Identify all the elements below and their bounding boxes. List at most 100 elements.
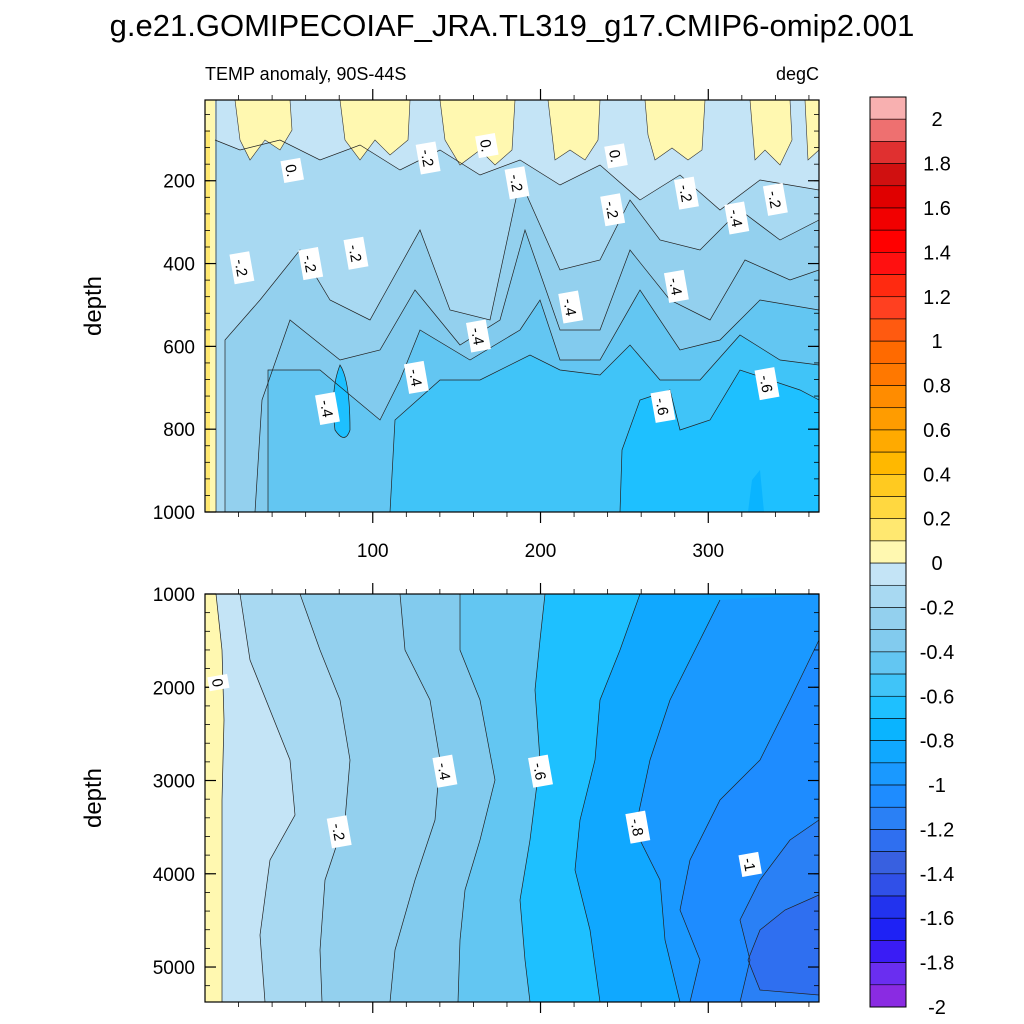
lower-contour-line [747, 894, 819, 996]
contour-label-text: 0 [208, 677, 226, 688]
contour-label: -.2 [415, 141, 441, 175]
lower-contour-lines [215, 594, 819, 1002]
contour-label-box [229, 251, 255, 285]
contour-label-box [403, 360, 429, 394]
colorbar-swatch [869, 363, 907, 386]
lower-contour-line [299, 594, 351, 1002]
lower-ytick-label: 5000 [153, 958, 195, 979]
contour-label-text: -.2 [601, 200, 621, 220]
contour-label-text: -.6 [756, 374, 776, 394]
colorbar-swatch [869, 718, 907, 741]
upper-xtick-label: 100 [357, 541, 389, 562]
contour-label: -.2 [674, 176, 699, 210]
lower-plot-area [205, 594, 819, 1002]
contour-label-text: -.2 [675, 183, 695, 203]
contour-label-text: -1 [739, 857, 758, 873]
lower-contour-line [634, 599, 721, 1002]
colorbar-tick-label: 1 [931, 331, 942, 353]
contour-label-box [762, 182, 788, 216]
contour-label-box [326, 815, 352, 849]
lower-contour-line [239, 594, 296, 1002]
contour-label: -.4 [558, 290, 584, 324]
contour-label-text: -.2 [299, 254, 319, 274]
colorbar-tick-label: -1.2 [920, 819, 954, 841]
contour-label: 0 [207, 673, 230, 692]
colorbar-tick-label: 1.6 [923, 198, 951, 220]
colorbar-tick-label: -0.6 [920, 686, 954, 708]
upper-ytick-label: 800 [163, 420, 195, 441]
contour-label-box [528, 754, 553, 788]
upper-contour-line [389, 334, 819, 512]
lower-ytick-label: 4000 [153, 865, 195, 886]
contour-label-text: -.4 [725, 208, 745, 228]
lower-panel: 1000 2000 3000 4000 5000 0 -.2 -.4 -.6 -.8 -1 [153, 583, 820, 1013]
contour-label-box [280, 157, 304, 183]
contour-label-text: 0. [605, 149, 624, 164]
contour-label: -.6 [754, 367, 780, 401]
lower-frame [204, 593, 820, 1003]
upper-contour-lines [214, 100, 819, 512]
colorbar-tick-label: 0.8 [923, 376, 951, 398]
upper-subtitle-right: degC [776, 64, 819, 84]
warm-patch-e [644, 100, 706, 161]
colorbar-swatch [869, 252, 907, 275]
warm-patch-g [804, 100, 819, 161]
colorbar-tick-label: -0.4 [920, 642, 954, 664]
contour-label: -.8 [625, 810, 651, 844]
contour-label-text: -.4 [665, 276, 685, 296]
contour-label-box [674, 176, 699, 210]
colorbar-swatch [869, 207, 907, 231]
contour-label-text: -.6 [529, 761, 549, 781]
warm-patch-f [749, 100, 793, 166]
colorbar-swatch [869, 784, 907, 808]
contour-label: 0. [280, 157, 304, 183]
colorbar-swatch [869, 629, 907, 653]
contour-label-text: -.6 [652, 397, 672, 417]
upper-xtick-label: 200 [525, 541, 557, 562]
colorbar-tick-label: -1 [928, 775, 946, 797]
colorbar-swatch [869, 740, 907, 764]
colorbar-tick-label: 0.6 [923, 420, 951, 442]
colorbar-swatch [869, 917, 907, 941]
contour-label-text: -.4 [467, 326, 487, 346]
contour-label-box [207, 673, 230, 692]
contour-label-box [558, 290, 584, 324]
lower-band-10 [748, 895, 819, 995]
upper-contour-line [267, 289, 819, 512]
colorbar-swatch [869, 562, 907, 586]
colorbar-swatch [869, 695, 907, 719]
upper-ylabel: depth [80, 276, 107, 336]
contour-label-box [343, 236, 369, 270]
upper-axes: 200 400 600 800 1000 100 200 300 [153, 89, 819, 562]
contour-label-box [738, 851, 762, 878]
contour-label: -.4 [432, 754, 458, 788]
lower-contour-line [679, 639, 819, 1002]
lower-axes: 1000 2000 3000 4000 5000 [153, 583, 819, 1013]
contour-label-box [475, 132, 499, 159]
contour-label-text: -.2 [764, 190, 784, 210]
contour-label-box [600, 193, 626, 227]
contour-label: -.4 [663, 269, 689, 303]
contour-label-text: -.2 [506, 173, 526, 193]
colorbar-swatch [869, 429, 907, 453]
contour-label: -1 [738, 851, 762, 878]
colorbar-swatch [869, 407, 907, 431]
colorbar-swatch [869, 584, 907, 608]
contour-label: -.2 [600, 193, 626, 227]
contour-label-text: -.4 [434, 761, 454, 781]
upper-warm-patches [234, 100, 819, 166]
contour-label: -.4 [465, 319, 491, 353]
contour-label: -.2 [762, 182, 788, 216]
colorbar-swatch [869, 673, 907, 697]
contour-label-text: 0. [476, 138, 495, 153]
contour-label-box [754, 367, 780, 401]
contour-label: -.4 [724, 201, 750, 235]
contour-label-text: -.2 [417, 148, 437, 168]
colorbar-tick-label: 0.2 [923, 509, 951, 531]
lower-contour-line [574, 594, 641, 1002]
contour-label: -.2 [343, 236, 369, 270]
contour-label: -.6 [528, 754, 553, 788]
upper-xtick-label: 300 [692, 541, 724, 562]
upper-contour-line [619, 369, 819, 512]
colorbar-swatch [869, 518, 907, 542]
